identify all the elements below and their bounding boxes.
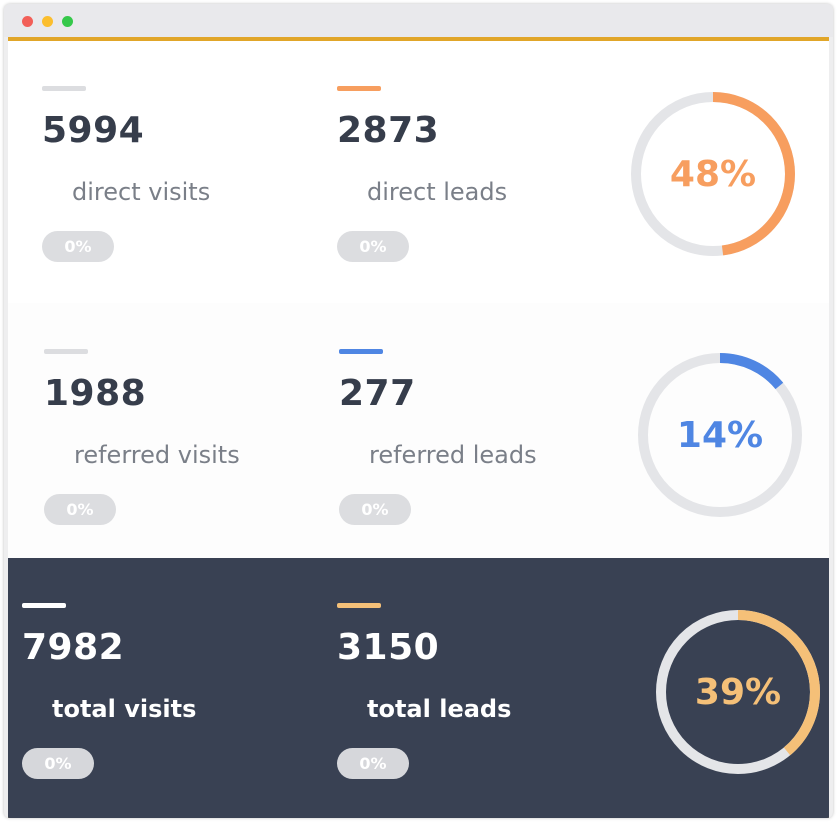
total-stats-card: 7982 total visits 0% 3150 total leads 0%… — [8, 558, 829, 818]
referred-conversion-percent: 14% — [676, 414, 764, 456]
total-visits-change-badge: 0% — [22, 748, 94, 779]
leads-color-bar — [337, 86, 381, 91]
close-window-icon[interactable] — [22, 16, 33, 27]
direct-visits-change-badge: 0% — [42, 231, 114, 262]
referred-stats-card: 1988 referred visits 0% 277 referred lea… — [8, 303, 829, 558]
referred-visits-value: 1988 — [44, 373, 147, 414]
total-visits-label: total visits — [52, 695, 197, 723]
visits-color-bar — [22, 603, 66, 608]
visits-color-bar — [44, 349, 88, 354]
visits-color-bar — [42, 86, 86, 91]
browser-window: 5994 direct visits 0% 2873 direct leads … — [4, 4, 833, 818]
direct-leads-change-badge: 0% — [337, 231, 409, 262]
referred-visits-change-badge: 0% — [44, 494, 116, 525]
window-titlebar — [4, 4, 833, 37]
direct-leads-label: direct leads — [367, 178, 508, 206]
direct-visits-value: 5994 — [42, 110, 145, 151]
dashboard-content: 5994 direct visits 0% 2873 direct leads … — [8, 37, 829, 818]
maximize-window-icon[interactable] — [62, 16, 73, 27]
direct-leads-value: 2873 — [337, 110, 440, 151]
direct-visits-label: direct visits — [72, 178, 211, 206]
total-conversion-percent: 39% — [694, 671, 782, 713]
leads-color-bar — [337, 603, 381, 608]
total-visits-value: 7982 — [22, 627, 125, 668]
total-leads-label: total leads — [367, 695, 512, 723]
referred-conversion-arc — [638, 353, 802, 517]
referred-leads-label: referred leads — [369, 441, 537, 469]
accent-line — [8, 37, 829, 41]
minimize-window-icon[interactable] — [42, 16, 53, 27]
direct-conversion-percent: 48% — [669, 153, 757, 195]
total-conversion-arc — [656, 610, 820, 774]
referred-visits-label: referred visits — [74, 441, 240, 469]
total-leads-value: 3150 — [337, 627, 440, 668]
referred-leads-change-badge: 0% — [339, 494, 411, 525]
referred-leads-value: 277 — [339, 373, 416, 414]
direct-conversion-ring: 48% — [628, 89, 798, 259]
total-conversion-ring: 39% — [653, 607, 823, 777]
total-leads-change-badge: 0% — [337, 748, 409, 779]
referred-conversion-ring: 14% — [635, 350, 805, 520]
leads-color-bar — [339, 349, 383, 354]
direct-stats-card: 5994 direct visits 0% 2873 direct leads … — [8, 41, 829, 303]
direct-conversion-arc — [631, 92, 795, 256]
